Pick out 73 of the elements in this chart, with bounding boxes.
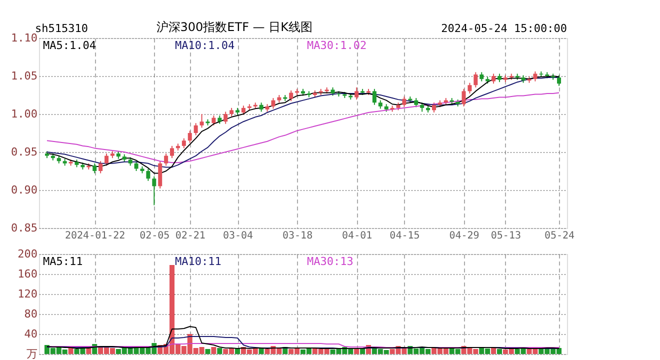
candlestick [480,72,484,82]
bar [68,348,74,354]
candlestick [354,86,359,100]
text: 2024-05-24 15:00:00 [441,22,567,35]
candlestick [200,114,204,128]
bar [235,348,240,354]
line-series [46,92,560,164]
candlestick [170,145,174,159]
candlestick [402,96,406,108]
text: sh515310 [35,22,88,35]
candlestick [212,115,216,126]
text: MA10:1.04 [175,39,235,52]
bar [205,349,210,354]
y-tick-label: 万 [26,348,38,360]
x-tick-label: 04-01 [342,230,372,242]
text: MA10:11 [175,255,222,268]
x-tick-label: 03-04 [222,230,254,242]
candlestick [492,73,496,84]
y-tick-label: 0.90 [11,184,38,196]
y-tick-label: 0.85 [11,222,38,234]
text: MA5:1.04 [43,39,96,52]
candlestick [420,102,424,112]
candlestick [462,88,466,107]
bar [496,349,502,354]
x-tick-label: 02-21 [175,230,206,242]
bar [258,348,264,354]
candlestick [146,168,150,182]
x-tick-label: 02-05 [140,230,170,242]
candlestick [194,122,198,136]
bar [217,348,222,354]
candlestick [164,153,168,166]
candlestick [271,98,276,110]
y-tick-label: 1.10 [11,32,38,44]
x-tick-label: 04-29 [449,230,480,242]
candlestick [158,160,162,189]
candlestick [241,105,246,116]
y-tick-label: 1.05 [11,70,38,82]
x-tick-label: 03-18 [282,230,313,242]
y-tick-label: 80 [24,308,38,320]
candlestick [432,102,436,113]
candlestick [414,98,418,108]
candlestick [152,176,156,206]
candlestick [474,72,478,88]
candlestick [182,138,186,149]
y-tick-label: 1.00 [11,108,38,120]
candlestick [259,102,264,112]
candlestick [104,153,109,166]
candlestick [372,88,376,106]
bar [86,348,92,354]
text: MA30:13 [307,255,354,268]
y-tick-label: 40 [24,328,38,340]
candlestick [289,90,294,102]
candlestick [134,160,138,172]
text: MA5:11 [43,255,83,268]
line-series [46,326,560,349]
y-tick-label: 120 [18,288,38,300]
bar [211,347,216,354]
x-tick-label: 05-24 [544,230,575,242]
y-tick-label: 160 [18,268,38,280]
y-tick-label: 200 [18,248,38,260]
candlestick [468,82,472,94]
text: MA30:1.02 [307,39,367,52]
candlestick [188,130,192,144]
x-tick-label: 04-15 [390,230,420,242]
chart-title: 沪深300指数ETF — 日K线图 [156,20,312,34]
x-tick-label: 05-13 [490,230,521,242]
candlestick [557,74,562,86]
candlestick [98,160,103,174]
candlestick [533,70,538,82]
x-tick-label: 2024-01-22 [65,230,126,242]
candlestick [224,111,228,124]
candlestick [92,162,97,174]
y-tick-label: 0.95 [11,146,38,158]
